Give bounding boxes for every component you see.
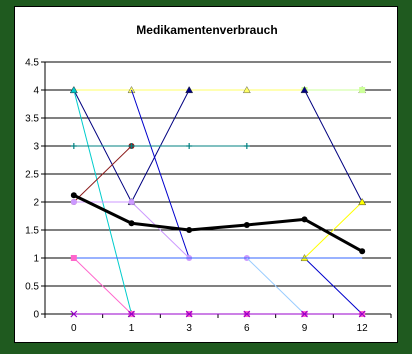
data-point: [186, 227, 193, 233]
y-tick-label: 3.5: [25, 114, 39, 125]
series-line: [73, 193, 363, 253]
data-point: [243, 221, 250, 228]
series-14: [70, 192, 366, 255]
series-7: [70, 143, 250, 149]
data-point: [127, 86, 136, 94]
data-point: [359, 87, 366, 93]
series-line: [73, 145, 132, 203]
series-1: [301, 87, 366, 93]
y-tick-label: 0.5: [25, 282, 39, 293]
x-tick-label: 6: [244, 323, 250, 334]
y-tick-label: 2.5: [25, 170, 39, 181]
data-point: [70, 192, 77, 199]
y-tick-label: 1.5: [25, 226, 39, 237]
data-point: [128, 143, 135, 149]
x-tick-label: 1: [129, 323, 135, 334]
data-point: [128, 220, 135, 227]
data-point: [301, 216, 308, 223]
y-tick-label: 1: [33, 254, 39, 265]
data-point: [185, 86, 194, 94]
x-tick-label: 9: [302, 323, 308, 334]
axis-layer: [41, 61, 392, 318]
data-point: [70, 310, 78, 318]
data-point: [186, 143, 193, 149]
data-point: [70, 199, 77, 205]
series-line: [304, 89, 363, 203]
data-point: [242, 86, 251, 94]
data-point: [185, 310, 193, 318]
data-point: [301, 310, 308, 318]
tick-label-layer: 0 0.5 1 1.5 2 2.5 3 3.5 4 4.5 0 1 3 6 9 12: [25, 58, 368, 335]
data-point: [300, 86, 309, 94]
series-line: [304, 201, 363, 259]
line-chart: Medikamentenverbrauch 0 0.5 1 1.5 2 2.5 3 3.5 4 4…: [25, 23, 392, 335]
y-tick-label: 2: [33, 198, 39, 209]
data-point: [128, 310, 135, 318]
chart-title: Medikamentenverbrauch: [136, 23, 277, 37]
y-tick-label: 3: [33, 142, 39, 153]
y-tick-label: 4.5: [25, 58, 39, 69]
series-13: [70, 310, 366, 318]
data-point: [70, 255, 77, 261]
chart-area: Medikamentenverbrauch 0 0.5 1 1.5 2 2.5 3 3.5 4 4…: [14, 6, 398, 343]
grid-layer: [45, 61, 391, 287]
data-point: [243, 143, 250, 149]
data-point: [359, 248, 366, 255]
y-tick-label: 0: [33, 310, 39, 321]
data-point: [70, 143, 77, 149]
data-point: [243, 310, 251, 318]
data-point: [69, 86, 78, 94]
data-point: [358, 198, 367, 206]
y-tick-label: 4: [33, 86, 39, 97]
series-layer: [69, 86, 367, 318]
x-tick-label: 0: [71, 323, 77, 334]
x-tick-label: 3: [186, 323, 192, 334]
data-point: [128, 199, 135, 205]
data-point: [358, 310, 366, 318]
x-tick-label: 12: [357, 323, 369, 334]
